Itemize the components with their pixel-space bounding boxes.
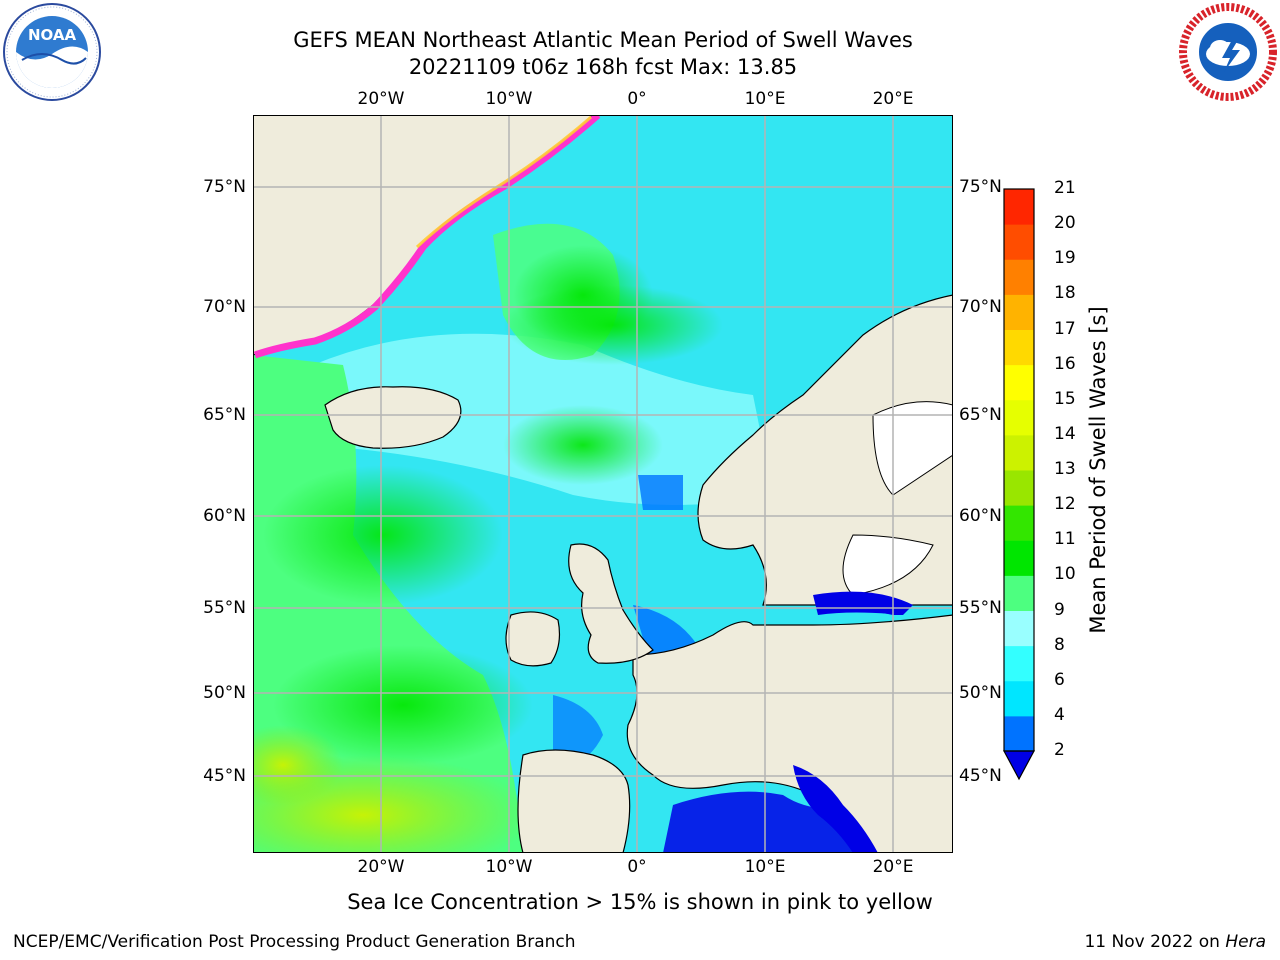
lon-tick-bottom-20w: 20°W xyxy=(357,857,405,877)
colorbar-cell xyxy=(1004,259,1034,295)
colorbar-cell xyxy=(1004,540,1034,576)
lat-tick-right-50n: 50°N xyxy=(959,683,1002,703)
lon-tick-top-20w: 20°W xyxy=(357,89,405,109)
colorbar-tick-label: 21 xyxy=(1054,178,1076,198)
noaa-logo-text: NOAA xyxy=(28,26,77,44)
colorbar-tick-label: 6 xyxy=(1054,669,1065,690)
lon-tick-bottom-10w: 10°W xyxy=(485,857,533,877)
lon-tick-bottom-20e: 20°E xyxy=(872,857,914,877)
colorbar-cell xyxy=(1004,715,1034,752)
lon-tick-bottom-0: 0° xyxy=(627,857,647,877)
lat-tick-right-70n: 70°N xyxy=(959,297,1002,317)
lon-tick-top-10w: 10°W xyxy=(485,89,533,109)
lat-tick-left-75n: 75°N xyxy=(203,177,246,197)
colorbar-tick-label: 10 xyxy=(1054,564,1076,585)
lat-tick-right-45n: 45°N xyxy=(959,766,1002,786)
colorbar-tick-label: 14 xyxy=(1054,423,1076,444)
colorbar-tick-label: 11 xyxy=(1054,529,1076,550)
lat-tick-left-50n: 50°N xyxy=(203,683,246,703)
colorbar-tick-label: 17 xyxy=(1054,318,1076,339)
lon-tick-top-10e: 10°E xyxy=(744,89,786,109)
lat-tick-right-60n: 60°N xyxy=(959,506,1002,526)
colorbar-cell xyxy=(1004,294,1034,330)
colorbar-tick-label: 20 xyxy=(1054,213,1076,234)
colorbar-tick-label: 2 xyxy=(1054,740,1065,760)
colorbar-tick-label: 4 xyxy=(1054,704,1065,725)
lon-tick-top-20e: 20°E xyxy=(872,89,914,109)
lat-tick-left-65n: 65°N xyxy=(203,405,246,425)
colorbar-cell xyxy=(1004,645,1034,682)
noaa-logo: NOAA xyxy=(2,2,102,102)
colorbar-cell xyxy=(1004,364,1034,401)
sea-ice-edge xyxy=(253,115,601,359)
title-line-2: 20221109 t06z 168h fcst Max: 13.85 xyxy=(408,55,798,79)
lat-tick-right-55n: 55°N xyxy=(959,598,1002,618)
colorbar-cell xyxy=(1004,470,1034,506)
footer-date-text: 11 Nov 2022 on xyxy=(1084,932,1226,952)
lat-tick-left-55n: 55°N xyxy=(203,598,246,618)
great-britain xyxy=(568,543,654,664)
lat-tick-right-65n: 65°N xyxy=(959,405,1002,425)
title-line-1: GEFS MEAN Northeast Atlantic Mean Period… xyxy=(293,28,913,52)
colorbar-tick-label: 19 xyxy=(1054,248,1076,269)
colorbar xyxy=(1002,188,1036,781)
colorbar-cell xyxy=(1004,680,1034,717)
land xyxy=(253,115,953,853)
iberia xyxy=(517,749,631,853)
colorbar-tick-label: 9 xyxy=(1054,599,1065,620)
colorbar-tick-label: 8 xyxy=(1054,634,1065,655)
colorbar-cell xyxy=(1004,399,1034,436)
swell-period-map xyxy=(253,115,953,853)
colorbar-tick-label: 18 xyxy=(1054,283,1076,304)
colorbar-tick-label: 15 xyxy=(1054,388,1076,409)
iceland xyxy=(324,386,462,449)
lat-tick-left-45n: 45°N xyxy=(203,766,246,786)
colorbar-cell xyxy=(1004,505,1034,541)
colorbar-extend-triangle xyxy=(1002,750,1036,781)
colorbar-label: Mean Period of Swell Waves [s] xyxy=(1086,306,1110,634)
colorbar-tick-label: 13 xyxy=(1054,459,1076,479)
colorbar-cell xyxy=(1004,224,1034,260)
footer-date: 11 Nov 2022 on Hera xyxy=(1084,932,1266,952)
ireland xyxy=(505,611,561,667)
footer-credit: NCEP/EMC/Verification Post Processing Pr… xyxy=(13,932,576,952)
colorbar-tick-label: 16 xyxy=(1054,353,1076,374)
lat-tick-right-75n: 75°N xyxy=(959,177,1002,197)
nws-logo xyxy=(1178,2,1278,102)
map-gridlines xyxy=(253,115,953,853)
colorbar-tick-label: 12 xyxy=(1054,494,1076,515)
lon-tick-top-0: 0° xyxy=(627,89,647,109)
colorbar-cell xyxy=(1004,434,1034,471)
colorbar-cell xyxy=(1004,575,1034,611)
colorbar-cell xyxy=(1004,329,1034,366)
footer-machine: Hera xyxy=(1225,932,1266,952)
scandinavia xyxy=(697,294,953,606)
colorbar-cell xyxy=(1004,610,1034,647)
lon-tick-bottom-10e: 10°E xyxy=(744,857,786,877)
sea-ice-note: Sea Ice Concentration > 15% is shown in … xyxy=(347,890,933,914)
lat-tick-left-60n: 60°N xyxy=(203,506,246,526)
colorbar-cell xyxy=(1004,189,1034,225)
lat-tick-left-70n: 70°N xyxy=(203,297,246,317)
